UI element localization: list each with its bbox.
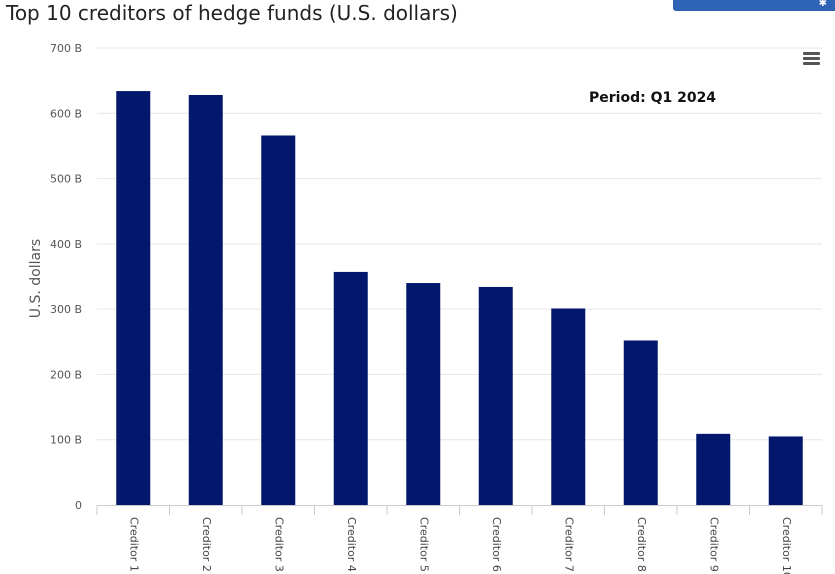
bar — [116, 91, 151, 506]
period-annotation: Period: Q1 2024 — [589, 90, 716, 106]
bar — [623, 340, 658, 505]
hamburger-line — [802, 57, 820, 60]
y-tick-label: 100 B — [50, 434, 82, 447]
share-banner[interactable]: ✱ — [673, 0, 835, 11]
x-tick-label: Creditor 9 — [707, 517, 720, 572]
x-tick-label: Creditor 6 — [490, 517, 503, 572]
x-tick-label: Creditor 2 — [200, 517, 213, 572]
chart-menu-button[interactable] — [800, 50, 822, 70]
chart-title: Top 10 creditors of hedge funds (U.S. do… — [6, 1, 458, 25]
x-tick-label: Creditor 7 — [562, 517, 575, 572]
bar — [188, 95, 223, 506]
bar — [768, 436, 803, 505]
y-tick-label: 0 — [75, 499, 82, 512]
x-tick-label: Creditor 4 — [345, 517, 358, 572]
bar — [261, 135, 296, 506]
x-tick-label: Creditor 3 — [272, 517, 285, 572]
gear-icon[interactable]: ✱ — [818, 0, 827, 9]
y-tick-label: 400 B — [50, 238, 82, 251]
bar — [551, 308, 586, 505]
x-tick-label: Creditor 1C — [780, 517, 793, 574]
y-tick-label: 300 B — [50, 303, 82, 316]
bar — [406, 283, 441, 505]
y-axis-title: U.S. dollars — [28, 239, 44, 318]
hamburger-menu-icon — [802, 52, 820, 55]
x-tick-label: Creditor 8 — [635, 517, 648, 572]
x-tick-label: Creditor 1 — [127, 517, 140, 572]
x-tick-label: Creditor 5 — [417, 517, 430, 572]
y-tick-label: 500 B — [50, 173, 82, 186]
bar — [696, 433, 731, 505]
y-tick-label: 700 B — [50, 42, 82, 55]
y-tick-label: 600 B — [50, 107, 82, 120]
y-tick-label: 200 B — [50, 368, 82, 381]
bar — [478, 286, 513, 505]
bar — [333, 271, 368, 505]
hamburger-line — [802, 62, 820, 65]
